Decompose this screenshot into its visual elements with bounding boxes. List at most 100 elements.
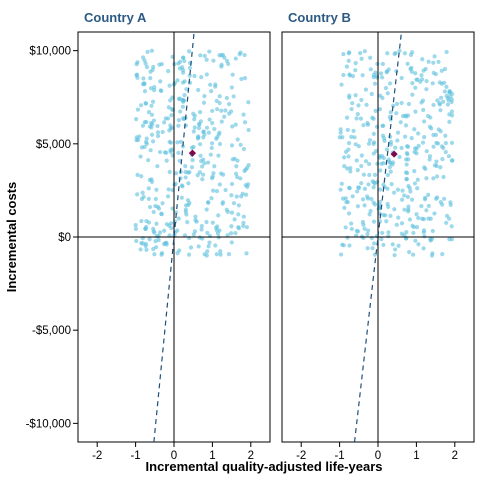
point-estimate-marker: [188, 149, 197, 157]
scatter-point: [361, 123, 366, 128]
scatter-point: [409, 65, 414, 70]
scatter-point: [152, 252, 157, 257]
scatter-point: [430, 228, 435, 234]
scatter-point: [187, 49, 192, 54]
scatter-point: [231, 94, 236, 99]
scatter-point: [134, 116, 139, 122]
scatter-point: [150, 99, 156, 104]
scatter-point: [440, 202, 445, 207]
scatter-point: [182, 79, 187, 84]
scatter-point: [149, 103, 154, 108]
scatter-point: [404, 177, 410, 182]
scatter-point: [450, 158, 455, 163]
scatter-point: [167, 169, 172, 175]
scatter-point: [378, 187, 383, 192]
scatter-point: [135, 107, 141, 112]
scatter-point: [416, 143, 421, 148]
scatter-point: [188, 245, 194, 250]
scatter-point: [384, 147, 390, 152]
scatter-point: [385, 172, 390, 178]
scatter-point: [175, 140, 180, 145]
scatter-point: [182, 233, 188, 238]
scatter-point: [200, 236, 205, 241]
scatter-point: [186, 252, 192, 257]
x-tick-label: -1: [334, 450, 344, 462]
scatter-point: [229, 143, 235, 148]
scatter-point: [233, 230, 238, 236]
scatter-point: [230, 157, 235, 162]
scatter-point: [387, 159, 392, 165]
scatter-point: [216, 153, 221, 158]
scatter-point: [215, 231, 221, 236]
scatter-point: [409, 69, 414, 74]
scatter-point: [208, 152, 213, 157]
scatter-point: [403, 134, 408, 139]
scatter-point: [135, 192, 140, 197]
scatter-point: [345, 166, 350, 171]
scatter-point: [159, 212, 164, 217]
scatter-point: [390, 242, 395, 247]
scatter-point: [404, 162, 409, 167]
scatter-point: [396, 215, 401, 220]
scatter-point: [385, 51, 390, 56]
scatter-point: [428, 238, 433, 243]
scatter-point: [197, 170, 202, 175]
scatter-point: [419, 100, 424, 105]
scatter-point: [209, 145, 214, 151]
y-axis-ticks: $10,000 $5,000 $0 -$5,000 -$10,000: [26, 46, 78, 430]
scatter-point: [138, 103, 144, 108]
x-tick-label: 2: [452, 450, 458, 462]
scatter-point: [356, 144, 361, 149]
scatter-point: [406, 101, 412, 107]
scatter-point: [217, 130, 222, 135]
scatter-point: [146, 158, 151, 163]
scatter-point: [153, 239, 158, 244]
scatter-point: [151, 64, 156, 70]
scatter-point: [358, 51, 363, 56]
scatter-point: [350, 194, 355, 199]
scatter-point: [367, 212, 372, 217]
threshold-line: [153, 32, 195, 442]
scatter-point: [343, 225, 348, 230]
scatter-point: [393, 145, 398, 150]
scatter-point: [246, 163, 251, 168]
scatter-point: [176, 216, 181, 221]
scatter-point: [434, 174, 440, 179]
scatter-point: [348, 169, 353, 174]
scatter-point: [368, 208, 373, 214]
scatter-point: [380, 61, 385, 67]
scatter-point: [197, 122, 202, 127]
scatter-point: [393, 50, 398, 56]
scatter-point: [206, 130, 211, 135]
point-estimate-marker: [390, 150, 398, 158]
scatter-point: [213, 243, 218, 248]
scatter-point: [445, 102, 451, 107]
scatter-point: [429, 126, 434, 131]
scatter-point: [224, 58, 230, 63]
scatter-point: [437, 102, 443, 107]
scatter-point: [431, 60, 436, 65]
scatter-point: [242, 120, 248, 125]
scatter-point: [158, 88, 163, 93]
scatter-point: [359, 97, 364, 103]
scatter-point: [147, 204, 153, 210]
scatter-point: [394, 111, 399, 116]
scatter-point: [374, 74, 380, 79]
scatter-point: [234, 194, 239, 199]
scatter-point: [373, 70, 378, 75]
scatter-point: [212, 126, 217, 132]
scatter-point: [187, 65, 193, 71]
scatter-point: [356, 103, 361, 108]
scatter-point: [423, 195, 428, 200]
scatter-point: [394, 101, 400, 107]
scatter-point: [378, 71, 384, 76]
scatter-point: [344, 115, 350, 120]
scatter-point: [375, 161, 380, 166]
scatter-point: [444, 220, 449, 225]
scatter-point: [182, 58, 187, 64]
scatter-point: [143, 243, 148, 249]
scatter-point: [214, 252, 219, 257]
scatter-point: [416, 131, 421, 136]
threshold-line: [353, 32, 403, 442]
scatter-point: [409, 197, 415, 202]
